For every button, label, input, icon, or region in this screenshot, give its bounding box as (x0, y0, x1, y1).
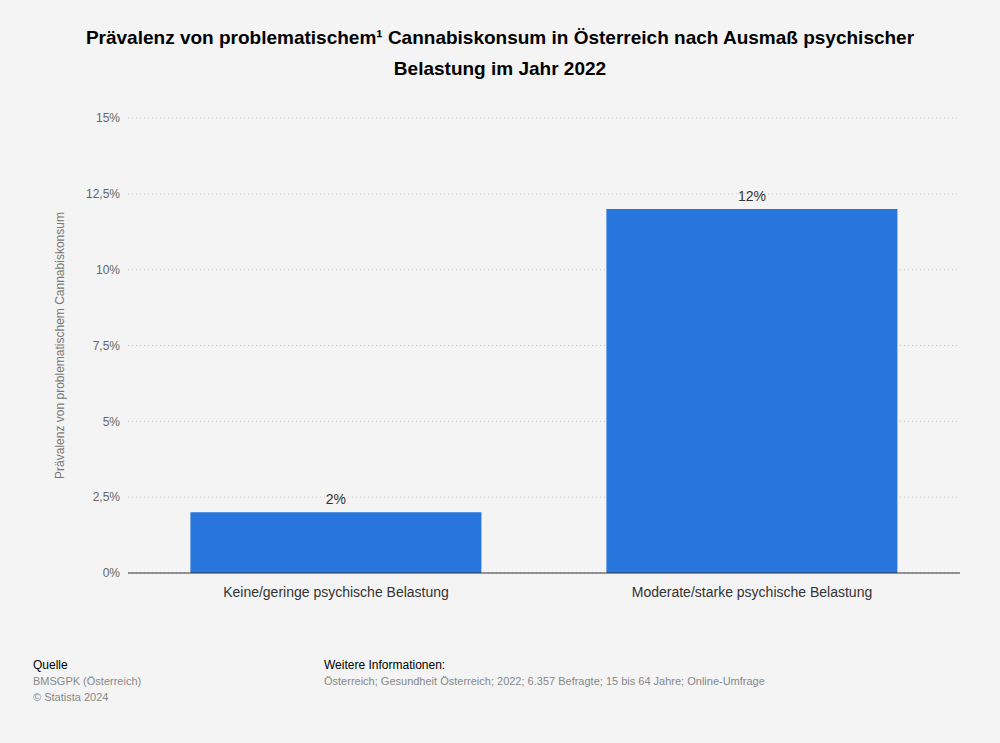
svg-text:0%: 0% (103, 566, 121, 580)
svg-text:7,5%: 7,5% (93, 339, 121, 353)
svg-text:Moderate/starke psychische Bel: Moderate/starke psychische Belastung (632, 584, 872, 600)
html-text:Quelle: Quelle (33, 658, 68, 672)
html-text:Prävalenz von problematischem¹: Prävalenz von problematischem¹ Cannabisk… (85, 27, 915, 79)
svg-text:Prävalenz von problematischem: Prävalenz von problematischem Cannabisko… (53, 212, 67, 479)
html-text:BMSGPK (Österreich): BMSGPK (Österreich) (33, 675, 142, 687)
svg-text:Keine/geringe psychische Belas: Keine/geringe psychische Belastung (223, 584, 449, 600)
html-text:Österreich; Gesundheit Österre: Österreich; Gesundheit Österreich; 2022;… (324, 675, 765, 687)
svg-text:15%: 15% (96, 111, 120, 125)
html-text:© Statista 2024: © Statista 2024 (33, 691, 109, 703)
svg-text:10%: 10% (96, 263, 120, 277)
svg-text:2%: 2% (326, 491, 346, 507)
svg-text:12,5%: 12,5% (86, 187, 120, 201)
svg-text:12%: 12% (738, 188, 766, 204)
svg-text:2,5%: 2,5% (93, 490, 121, 504)
html-text:Weitere Informationen:: Weitere Informationen: (324, 658, 446, 672)
svg-text:5%: 5% (103, 415, 121, 429)
